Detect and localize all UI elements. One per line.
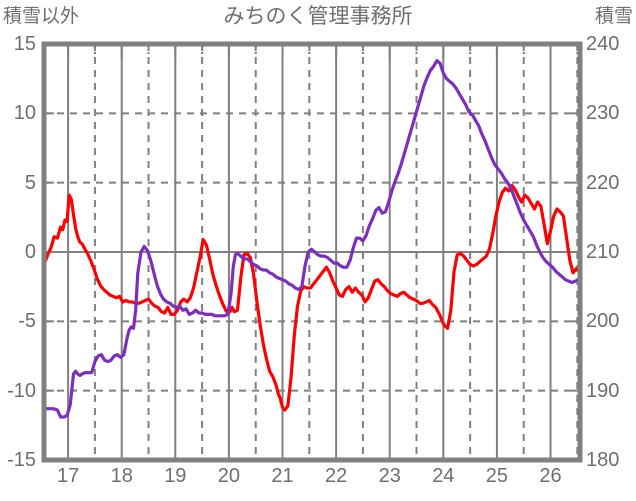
right-tick-label: 220 <box>586 171 620 194</box>
x-tick-label: 17 <box>56 465 80 487</box>
x-tick-label: 23 <box>378 465 401 487</box>
x-tick-label: 22 <box>324 465 348 487</box>
left-tick-label: 15 <box>13 33 36 55</box>
right-tick-label: 190 <box>586 379 620 402</box>
x-tick-label: 26 <box>539 465 562 487</box>
plot-frame <box>41 41 583 463</box>
right-tick-label: 180 <box>586 449 620 471</box>
axis-ticks <box>44 44 580 392</box>
x-tick-label: 18 <box>110 465 133 487</box>
left-tick-label: 5 <box>24 171 36 194</box>
left-tick-label: -10 <box>7 379 36 402</box>
right-tick-label: 210 <box>586 241 620 263</box>
left-tick-label: 0 <box>24 241 36 263</box>
x-tick-label: 24 <box>432 465 455 487</box>
left-tick-label: -5 <box>18 310 36 333</box>
left-axis-title: 積雪以外 <box>3 6 80 27</box>
left-tick-label: -15 <box>7 449 36 471</box>
data-series-layer <box>42 59 582 419</box>
right-tick-label: 240 <box>586 33 620 55</box>
right-axis-title: 積雪 <box>594 6 633 27</box>
series-line-non-snow <box>42 183 582 412</box>
horizontal-gridlines <box>44 112 580 392</box>
x-tick-label: 21 <box>271 465 294 487</box>
x-tick-label: 20 <box>217 465 241 487</box>
series-line-snow <box>42 59 582 419</box>
left-tick-label: 10 <box>13 102 36 125</box>
x-tick-label: 25 <box>485 465 509 487</box>
x-tick-label: 19 <box>164 465 187 487</box>
chart-title: みちのく管理事務所 <box>223 5 413 28</box>
right-tick-label: 230 <box>586 102 620 125</box>
right-tick-label: 200 <box>586 310 620 333</box>
